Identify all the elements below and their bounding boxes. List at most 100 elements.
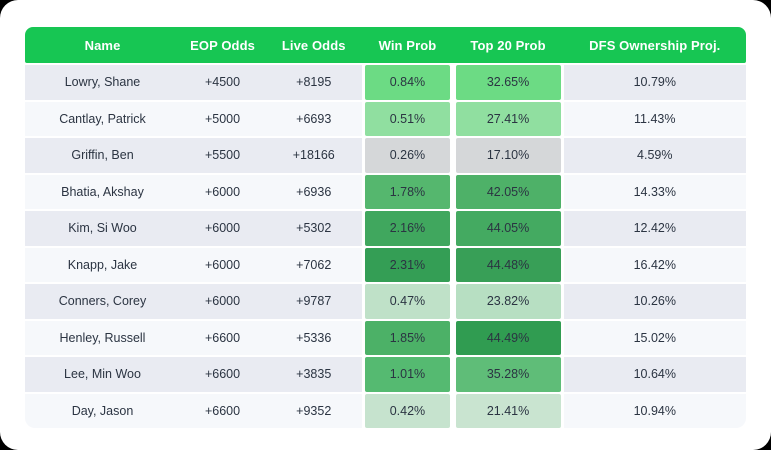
live-odds-cell: +6936: [296, 184, 332, 199]
win-prob-cell-heat: 2.16%: [365, 211, 450, 246]
dfs-ownership-cell: 15.02%: [633, 330, 676, 345]
dfs-ownership-cell: 4.59%: [637, 148, 673, 163]
win-prob-cell: 1.01%: [362, 357, 453, 392]
win-prob-cell-heat: 0.84%: [365, 65, 450, 100]
top20-prob-cell: 44.05%: [452, 211, 564, 246]
col-header-win-prob: Win Prob: [362, 27, 453, 63]
win-prob-cell-heat: 0.42%: [365, 393, 450, 428]
dfs-ownership-cell: 10.26%: [633, 294, 676, 309]
col-header-live-odds: Live Odds: [265, 27, 363, 63]
win-prob-cell: 2.16%: [362, 211, 453, 246]
win-prob-cell: 0.84%: [362, 65, 453, 100]
live-odds-cell: +5302: [296, 221, 332, 236]
eop-odds-cell: +6000: [204, 221, 241, 236]
table-body: Lowry, Shane +4500 +8195 0.84% 32.65% 10.79% C…: [25, 65, 746, 428]
player-name-cell: Kim, Si Woo: [68, 221, 137, 236]
win-prob-cell: 1.85%: [362, 320, 453, 355]
win-prob-cell-heat: 1.78%: [365, 174, 450, 209]
eop-odds-cell: +4500: [204, 75, 241, 90]
table-row: Griffin, Ben +5500 +18166 0.26% 17.10% 4.59%: [25, 138, 746, 173]
table-row: Cantlay, Patrick +5000 +6693 0.51% 27.41% 11.…: [25, 101, 746, 136]
dfs-ownership-cell: 10.79%: [633, 75, 676, 90]
table-row: Lowry, Shane +4500 +8195 0.84% 32.65% 10.79%: [25, 65, 746, 100]
dfs-ownership-cell: 11.43%: [634, 111, 676, 126]
eop-odds-cell: +6000: [204, 257, 241, 272]
top20-prob-cell-heat: 17.10%: [455, 138, 561, 173]
eop-odds-cell: +6000: [204, 184, 241, 199]
eop-odds-cell: +5000: [204, 111, 241, 126]
top20-prob-cell: 44.49%: [452, 320, 564, 355]
live-odds-cell: +9787: [296, 294, 332, 309]
dfs-ownership-cell: 10.64%: [633, 367, 676, 382]
win-prob-cell-heat: 0.47%: [365, 284, 450, 319]
live-odds-cell: +9352: [296, 403, 332, 418]
live-odds-cell: +5336: [296, 330, 332, 345]
eop-odds-cell: +6600: [204, 367, 241, 382]
table-row: Day, Jason +6600 +9352 0.42% 21.41% 10.94%: [25, 393, 746, 428]
player-name-cell: Lowry, Shane: [64, 75, 141, 90]
eop-odds-cell: +6000: [204, 294, 241, 309]
dfs-ownership-cell: 16.42%: [633, 257, 676, 272]
table-row: Kim, Si Woo +6000 +5302 2.16% 44.05% 12.42%: [25, 211, 746, 246]
table-row: Bhatia, Akshay +6000 +6936 1.78% 42.05% 14.33…: [25, 174, 746, 209]
player-name-cell: Cantlay, Patrick: [59, 111, 146, 126]
win-prob-cell-heat: 0.26%: [365, 138, 450, 173]
col-header-eop-odds: EOP Odds: [180, 27, 266, 63]
top20-prob-cell: 27.41%: [452, 101, 564, 136]
top20-prob-cell-heat: 23.82%: [455, 284, 561, 319]
win-prob-cell: 0.47%: [362, 284, 453, 319]
table-row: Henley, Russell +6600 +5336 1.85% 44.49% 15.0…: [25, 320, 746, 355]
player-name-cell: Knapp, Jake: [67, 257, 138, 272]
win-prob-cell-heat: 1.85%: [365, 320, 450, 355]
win-prob-cell-heat: 1.01%: [365, 357, 450, 392]
eop-odds-cell: +6600: [204, 330, 241, 345]
player-name-cell: Day, Jason: [71, 403, 134, 418]
header-row: Name EOP Odds Live Odds Win Prob Top 20 …: [25, 27, 746, 63]
top20-prob-cell-heat: 44.48%: [455, 247, 561, 282]
table-row: Lee, Min Woo +6600 +3835 1.01% 35.28% 10.64%: [25, 357, 746, 392]
top20-prob-cell: 21.41%: [452, 393, 564, 428]
top20-prob-cell-heat: 44.49%: [455, 320, 561, 355]
eop-odds-cell: +6600: [204, 403, 241, 418]
win-prob-cell: 0.51%: [362, 101, 453, 136]
win-prob-cell-heat: 0.51%: [365, 101, 450, 136]
top20-prob-cell: 42.05%: [452, 174, 564, 209]
win-prob-cell-heat: 2.31%: [365, 247, 450, 282]
top20-prob-cell-heat: 21.41%: [455, 393, 561, 428]
dfs-ownership-cell: 14.33%: [633, 184, 676, 199]
live-odds-cell: +7062: [296, 257, 332, 272]
player-name-cell: Henley, Russell: [59, 330, 146, 345]
dfs-ownership-cell: 12.42%: [633, 221, 676, 236]
player-name-cell: Conners, Corey: [58, 294, 147, 309]
top20-prob-cell-heat: 44.05%: [455, 211, 561, 246]
live-odds-cell: +6693: [296, 111, 332, 126]
win-prob-cell: 2.31%: [362, 247, 453, 282]
top20-prob-cell: 44.48%: [452, 247, 564, 282]
top20-prob-cell-heat: 35.28%: [455, 357, 561, 392]
table-wrap: Name EOP Odds Live Odds Win Prob Top 20 …: [25, 25, 746, 430]
player-odds-table: Name EOP Odds Live Odds Win Prob Top 20 …: [25, 25, 746, 430]
col-header-name: Name: [25, 27, 180, 63]
table-header: Name EOP Odds Live Odds Win Prob Top 20 …: [25, 27, 746, 63]
player-name-cell: Griffin, Ben: [71, 148, 134, 163]
player-name-cell: Lee, Min Woo: [64, 367, 141, 382]
top20-prob-cell-heat: 32.65%: [455, 65, 561, 100]
top20-prob-cell: 17.10%: [452, 138, 564, 173]
eop-odds-cell: +5500: [204, 148, 241, 163]
dfs-ownership-cell: 10.94%: [633, 403, 676, 418]
col-header-top20-prob: Top 20 Prob: [452, 27, 564, 63]
live-odds-cell: +8195: [296, 75, 332, 90]
top20-prob-cell-heat: 27.41%: [455, 101, 561, 136]
live-odds-cell: +18166: [292, 148, 335, 163]
win-prob-cell: 0.42%: [362, 393, 453, 428]
table-row: Knapp, Jake +6000 +7062 2.31% 44.48% 16.42%: [25, 247, 746, 282]
top20-prob-cell-heat: 42.05%: [455, 174, 561, 209]
top20-prob-cell: 32.65%: [452, 65, 564, 100]
win-prob-cell: 0.26%: [362, 138, 453, 173]
col-header-dfs-ownership: DFS Ownership Proj.: [563, 27, 746, 63]
win-prob-cell: 1.78%: [362, 174, 453, 209]
top20-prob-cell: 23.82%: [452, 284, 564, 319]
player-name-cell: Bhatia, Akshay: [61, 184, 144, 199]
live-odds-cell: +3835: [296, 367, 332, 382]
